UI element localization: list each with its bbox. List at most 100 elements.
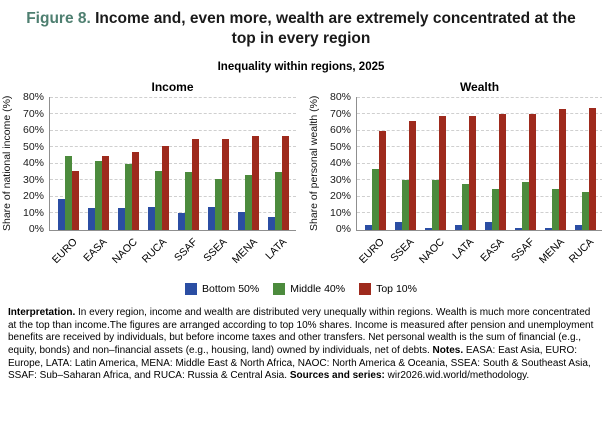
bar-group-lata — [267, 135, 289, 230]
legend-label: Top 10% — [376, 282, 417, 295]
x-tick-label: EASA — [81, 235, 110, 265]
x-tick-easa: EASA — [478, 231, 506, 269]
bar-group-easa — [484, 114, 506, 230]
legend-label: Middle 40% — [290, 282, 346, 295]
y-tick-label: 70% — [329, 107, 351, 120]
bar-bottom-50-euro — [57, 198, 65, 230]
gridline — [50, 212, 296, 214]
y-tick-label: 10% — [329, 206, 351, 219]
gridline — [50, 96, 296, 98]
y-tick-label: 20% — [329, 190, 351, 203]
x-tick-lata: LATA — [264, 231, 290, 269]
bar-middle-40-euro — [371, 168, 379, 230]
x-tick-easa: EASA — [81, 231, 109, 269]
y-tick-label: 40% — [22, 157, 44, 170]
bar-bottom-50-easa — [484, 221, 492, 230]
wealth-y-axis-label: Share of personal wealth (%) — [308, 95, 320, 232]
gridline — [357, 129, 602, 131]
bar-top-10-ssea — [408, 121, 416, 230]
y-tick-label: 80% — [329, 91, 351, 104]
x-tick-label: EURO — [49, 235, 80, 266]
bar-top-10-easa — [101, 155, 109, 230]
bar-middle-40-naoc — [431, 180, 439, 230]
x-tick-label: SSEA — [388, 235, 417, 265]
wealth-x-labels: EURO SSEA NAOC LATA EASA SSAF MENA RUCA — [357, 231, 602, 269]
gridline — [357, 212, 602, 214]
bar-middle-40-easa — [94, 160, 102, 230]
x-tick-label: MENA — [229, 235, 260, 266]
x-tick-euro: EURO — [50, 231, 80, 269]
bar-top-10-euro — [71, 170, 79, 230]
bar-group-mena — [237, 135, 259, 230]
bar-top-10-ssaf — [191, 139, 199, 230]
income-y-ticks: 0% 10% 20% 30% 40% 50% 60% 70% 80% — [15, 92, 49, 234]
wealth-y-ticks: 0% 10% 20% 30% 40% 50% 60% 70% 80% — [322, 92, 356, 234]
y-tick-label: 50% — [22, 140, 44, 153]
income-x-labels: EURO EASA NAOC RUCA SSAF SSEA MENA LATA — [50, 231, 296, 269]
bar-group-euro — [364, 130, 386, 230]
x-tick-label: MENA — [536, 235, 567, 266]
income-y-axis-label: Share of national income (%) — [1, 95, 13, 232]
bar-bottom-50-naoc — [117, 208, 125, 230]
gridline — [357, 113, 602, 115]
bar-bottom-50-mena — [237, 211, 245, 230]
bar-bottom-50-naoc — [424, 228, 432, 230]
bar-bottom-50-lata — [454, 224, 462, 230]
x-tick-label: RUCA — [140, 235, 170, 266]
bar-bottom-50-easa — [87, 208, 95, 230]
bar-middle-40-euro — [64, 155, 72, 230]
x-tick-euro: EURO — [357, 231, 387, 269]
bar-group-easa — [87, 155, 109, 230]
bar-middle-40-ssaf — [521, 182, 529, 230]
bar-middle-40-lata — [274, 172, 282, 230]
bar-bottom-50-euro — [364, 224, 372, 230]
bar-middle-40-mena — [551, 188, 559, 230]
gridline — [50, 195, 296, 197]
y-tick-label: 70% — [22, 107, 44, 120]
y-tick-label: 0% — [28, 223, 44, 236]
bar-group-ssea — [394, 121, 416, 230]
footnote-segment: Notes. — [432, 344, 464, 356]
y-tick-label: 30% — [329, 173, 351, 186]
bar-bottom-50-mena — [544, 228, 552, 230]
chart-subtitle: Inequality within regions, 2025 — [217, 60, 385, 73]
y-tick-label: 80% — [22, 91, 44, 104]
gridline — [357, 195, 602, 197]
bar-middle-40-ssea — [401, 180, 409, 230]
bar-top-10-lata — [281, 135, 289, 230]
bar-top-10-naoc — [131, 152, 139, 230]
x-tick-mena: MENA — [230, 231, 260, 269]
wealth-plot-col — [356, 96, 602, 231]
x-tick-ruca: RUCA — [140, 231, 170, 269]
bar-bottom-50-lata — [267, 216, 275, 230]
x-tick-label: SSAF — [508, 235, 537, 264]
bar-top-10-easa — [498, 114, 506, 230]
bar-group-ssaf — [177, 139, 199, 230]
wealth-chart-body: Share of personal wealth (%) 0% 10% 20% 30%… — [306, 92, 602, 234]
figure-title: Figure 8. Income and, even more, wealth … — [0, 0, 602, 50]
footnote-segment: In every region, income and wealth are d… — [8, 306, 594, 356]
x-tick-label: NAOC — [109, 235, 140, 266]
x-tick-label: EASA — [478, 235, 507, 265]
gridline — [50, 146, 296, 148]
x-tick-ssea: SSEA — [388, 231, 416, 269]
wealth-chart: Wealth Share of personal wealth (%) 0% 10… — [306, 80, 602, 269]
x-tick-ruca: RUCA — [567, 231, 597, 269]
wealth-plot-area — [356, 96, 602, 231]
gridline — [357, 146, 602, 148]
footnote-segment: Sources and series: — [289, 370, 385, 382]
x-tick-label: SSAF — [171, 235, 200, 264]
x-tick-label: SSEA — [201, 235, 230, 265]
bar-bottom-50-ruca — [147, 206, 155, 230]
gridline — [357, 162, 602, 164]
bar-middle-40-ruca — [154, 170, 162, 230]
footnote: Interpretation. In every region, income … — [8, 307, 594, 383]
bar-bottom-50-ruca — [574, 224, 582, 230]
bar-top-10-ruca — [161, 145, 169, 230]
bar-group-naoc — [117, 152, 139, 230]
gridline — [50, 179, 296, 181]
bar-middle-40-mena — [244, 175, 252, 230]
bar-middle-40-easa — [491, 188, 499, 230]
bar-group-lata — [454, 116, 476, 230]
bar-group-ruca — [147, 145, 169, 230]
